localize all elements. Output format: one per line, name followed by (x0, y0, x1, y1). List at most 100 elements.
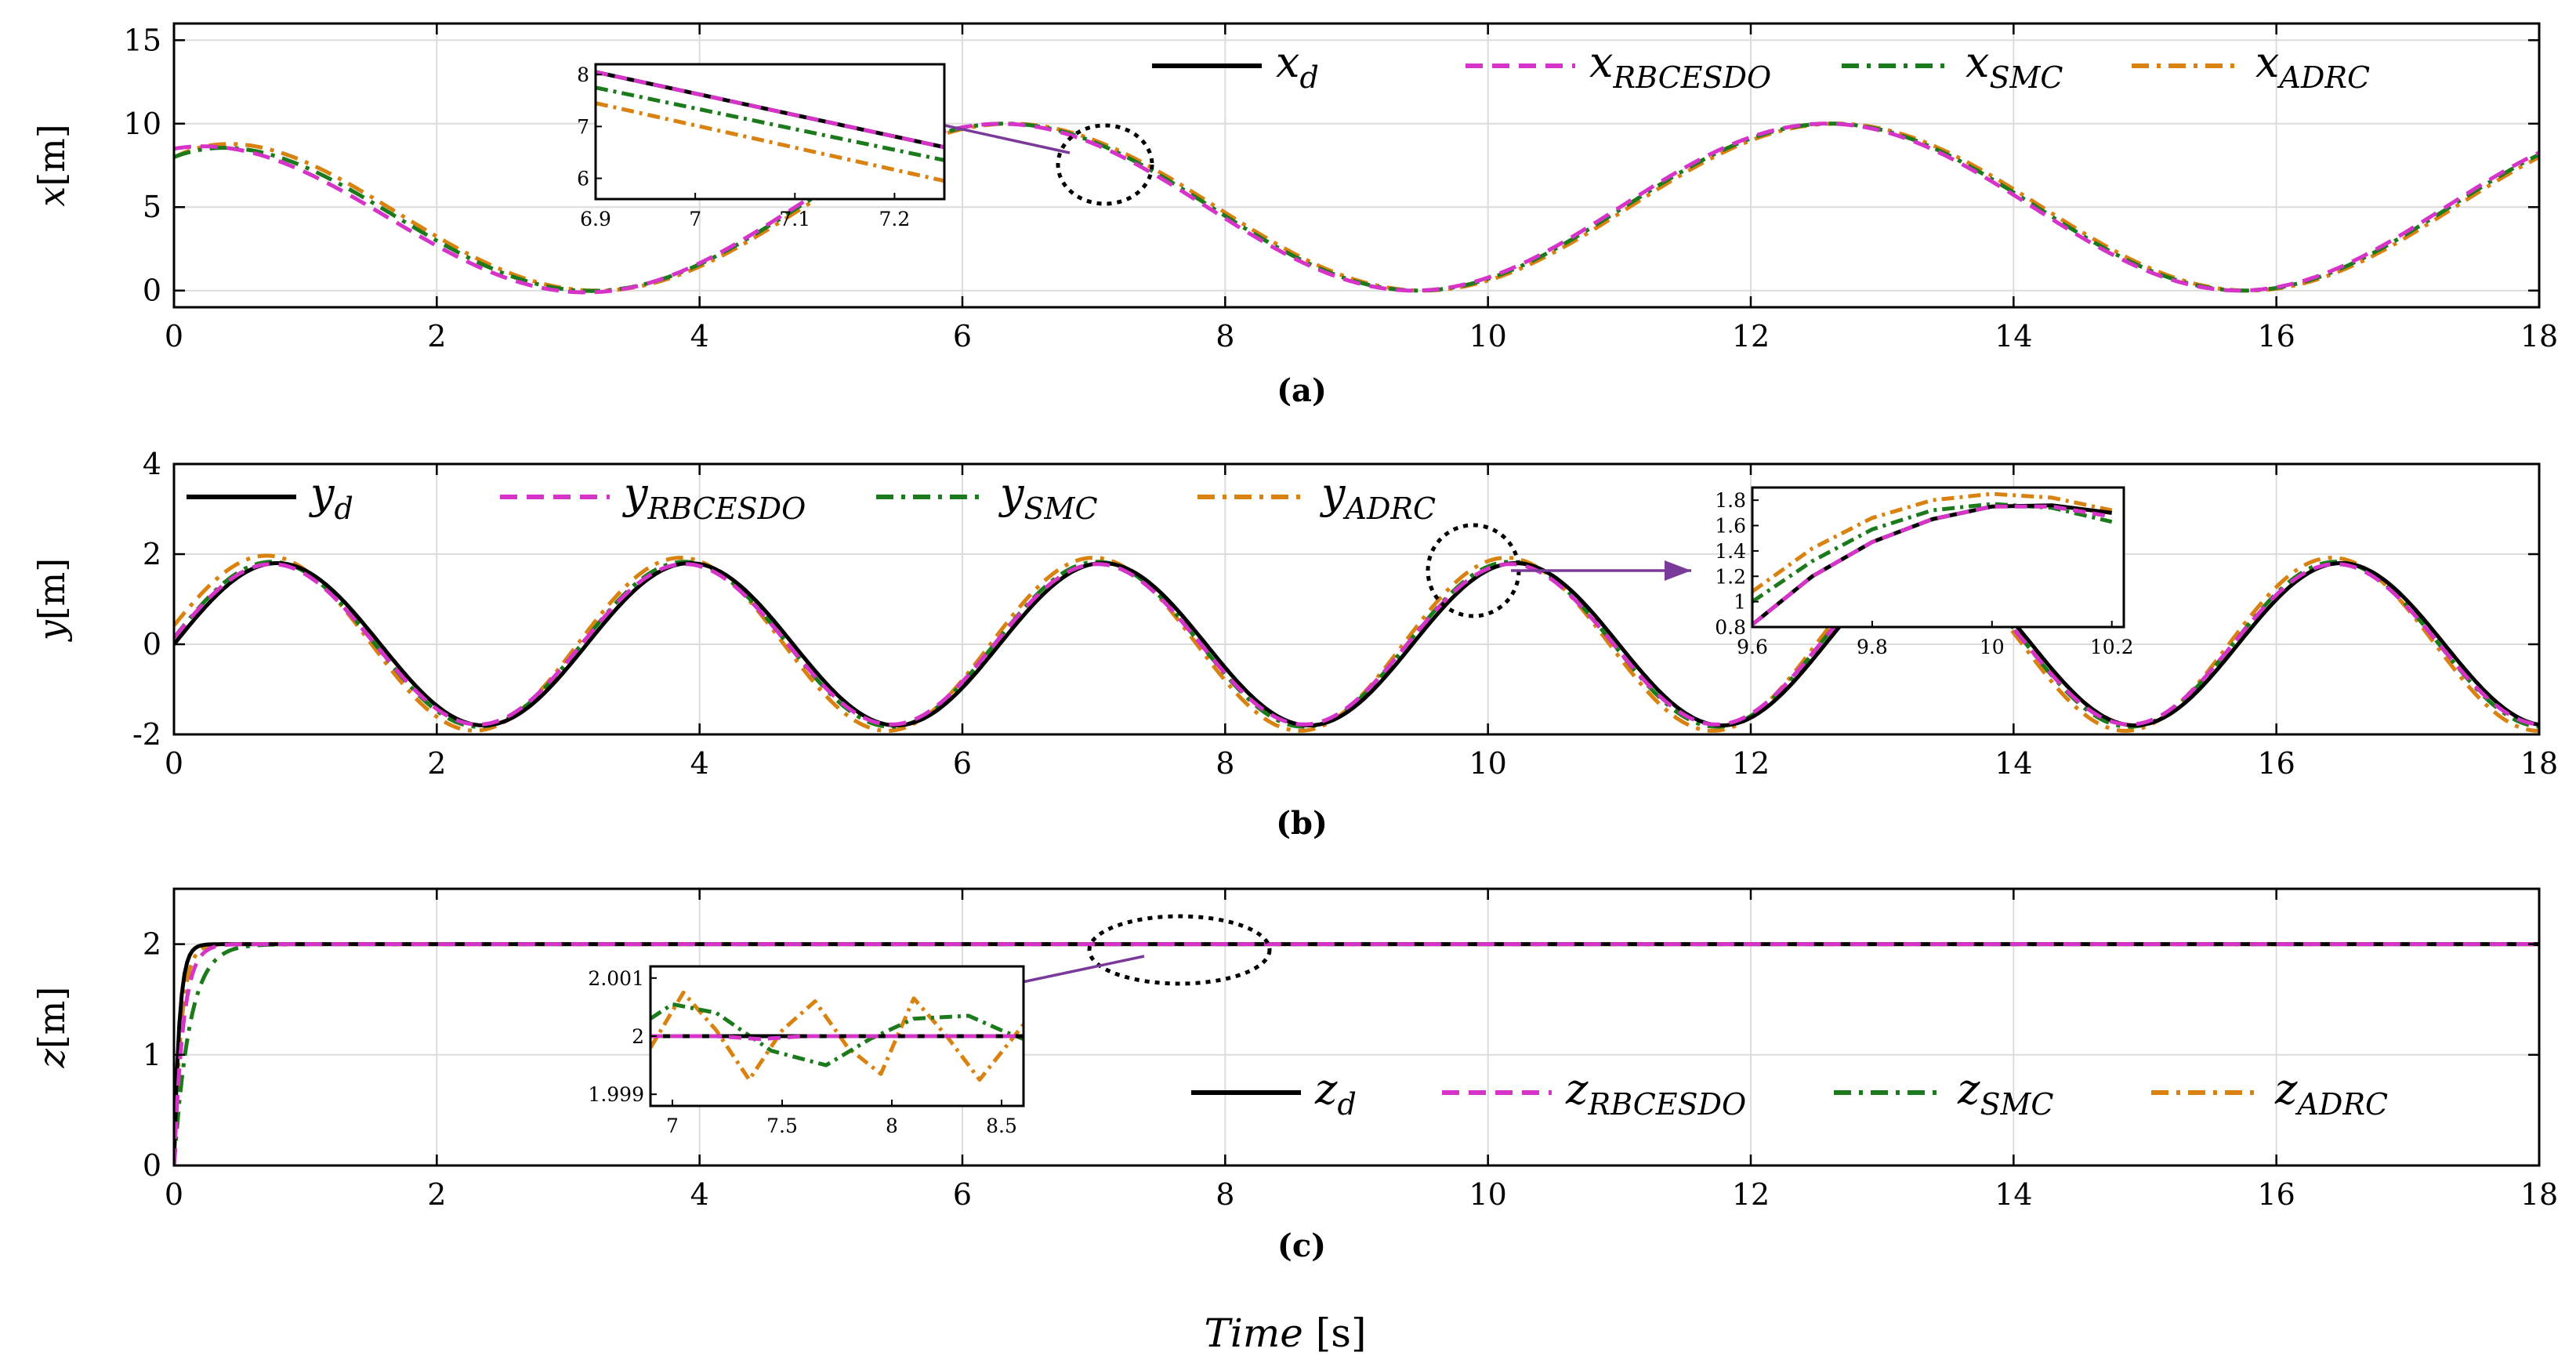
y-axis-label-unit: [m] (31, 987, 73, 1049)
panel-label: (b) (1276, 805, 1328, 842)
inset-plot (596, 70, 944, 183)
inset-box (1751, 486, 2125, 629)
zoom-circle (1056, 123, 1154, 206)
legend-subscript: d (1299, 60, 1318, 95)
inset: 6.9 7 7.1 7.2 6 7 8 (577, 63, 946, 230)
inset: 7 7.5 8 8.5 1.999 2 2.001 (588, 965, 1025, 1137)
inset-y-tick-label: 8 (577, 63, 589, 86)
x-tick-label: 6 (953, 319, 972, 353)
inset-line-z_ADRC (650, 990, 1024, 1082)
inset-x-tick-label: 8 (886, 1115, 898, 1137)
x-tick-label: 16 (2257, 1177, 2295, 1212)
legend-symbol: z (1314, 1064, 1338, 1114)
x-tick-label: 4 (690, 746, 709, 781)
legend-label-z_d: zd (1314, 1064, 1357, 1122)
x-tick-label: 4 (690, 1177, 709, 1212)
axes-box (172, 462, 2541, 736)
inset-background (596, 64, 944, 199)
x-tick-label: 8 (1216, 319, 1234, 353)
inset-line-x_SMC (596, 85, 944, 162)
legend-subscript: SMC (1024, 491, 1098, 526)
y-tick-label: -2 (132, 717, 161, 752)
y-tick-label: 5 (143, 190, 161, 224)
x-tick-label: 0 (165, 746, 183, 781)
inset-line-z_SMC (650, 1002, 1024, 1068)
y-tick-label: 15 (124, 23, 161, 57)
legend-subscript: SMC (1980, 1087, 2053, 1122)
inset-x-tick-label: 10.2 (2090, 636, 2134, 658)
inset-y-tick-label: 1.6 (1715, 515, 1746, 538)
y-tick-label: 0 (143, 627, 161, 662)
y-tick-label: 2 (143, 927, 161, 962)
x-tick-label: 16 (2257, 746, 2295, 781)
inset-line-y_ADRC (1752, 491, 2113, 593)
x-tick-label: 10 (1469, 746, 1506, 781)
legend-label-x_d: xd (1276, 38, 1319, 95)
legend-symbol: y (998, 469, 1025, 518)
y-axis-label-var: x (31, 187, 73, 207)
plot-area (174, 121, 2539, 295)
inset-line-z_RBCESDO (650, 1034, 1024, 1042)
x-axis-title: Time [s] (1205, 1310, 1367, 1356)
legend-label-x_SMC: xSMC (1966, 38, 2063, 95)
inset-x-tick-label: 7 (689, 208, 701, 230)
legend-subscript: ADRC (1343, 491, 1437, 526)
legend-symbol: x (1589, 38, 1613, 87)
inset-y-tick-label: 1.2 (1715, 565, 1746, 588)
plot-area (174, 942, 2539, 1165)
x-tick-label: 10 (1469, 1177, 1506, 1212)
zoom-arrow-head (1665, 560, 1691, 581)
legend-subscript: ADRC (2295, 1087, 2388, 1122)
x-tick-label: 12 (1732, 746, 1770, 781)
x-tick-label: 6 (953, 1177, 972, 1212)
inset-y-tick-label: 1.8 (1715, 489, 1746, 512)
inset-y-tick-label: 1.999 (588, 1083, 644, 1106)
y-tick-label: 4 (143, 447, 161, 481)
x-tick-label: 2 (427, 319, 446, 353)
x-tick-label: 18 (2520, 319, 2558, 353)
inset-x-tick-label: 6.9 (580, 208, 611, 230)
legend-label-x_RBCESDO: xRBCESDO (1589, 38, 1771, 95)
y-axis-label-var: z (31, 1048, 73, 1068)
inset-box (594, 63, 946, 201)
inset-line-x_RBCESDO (596, 70, 944, 150)
legend-symbol: x (1276, 38, 1299, 87)
series-line-y_RBCESDO (174, 562, 2539, 727)
inset-y-tick-label: 2.001 (588, 967, 644, 990)
inset-background (1752, 488, 2124, 627)
y-axis-label: y[m] (31, 558, 73, 643)
y-tick-label: 0 (143, 1148, 161, 1183)
x-tick-label: 14 (1994, 746, 2032, 781)
inset-x-tick-label: 7.2 (879, 208, 911, 230)
x-tick-label: 10 (1469, 319, 1506, 353)
x-tick-label: 0 (165, 319, 183, 353)
legend-subscript: d (335, 491, 353, 526)
legend-symbol: z (2274, 1064, 2298, 1114)
panel-label: (c) (1277, 1227, 1326, 1264)
inset-x-tick-label: 9.6 (1737, 636, 1768, 658)
legend-subscript: d (1337, 1087, 1356, 1122)
inset-x-tick-label: 7.5 (766, 1115, 798, 1137)
inset-x-tick-label: 7 (666, 1115, 679, 1137)
x-tick-label: 8 (1216, 746, 1234, 781)
legend-symbol: z (1957, 1064, 1980, 1114)
x-tick-label: 14 (1994, 1177, 2032, 1212)
inset-x-tick-label: 7.1 (779, 208, 810, 230)
x-tick-label: 18 (2520, 1177, 2558, 1212)
legend-symbol: z (1565, 1064, 1589, 1114)
x-tick-label: 12 (1732, 319, 1770, 353)
series-line-y_d (174, 561, 2539, 728)
legend-label-y_SMC: ySMC (998, 469, 1098, 526)
legend-subscript: RBCESDO (1612, 60, 1771, 95)
inset-y-tick-label: 1 (1734, 591, 1746, 614)
inset-plot (650, 990, 1024, 1082)
legend-label-z_ADRC: zADRC (2274, 1064, 2388, 1122)
inset-y-tick-label: 2 (632, 1025, 644, 1048)
series-line-z_RBCESDO (174, 942, 2539, 1165)
inset-x-tick-label: 10 (1980, 636, 2005, 658)
legend-subscript: RBCESDO (647, 491, 806, 526)
